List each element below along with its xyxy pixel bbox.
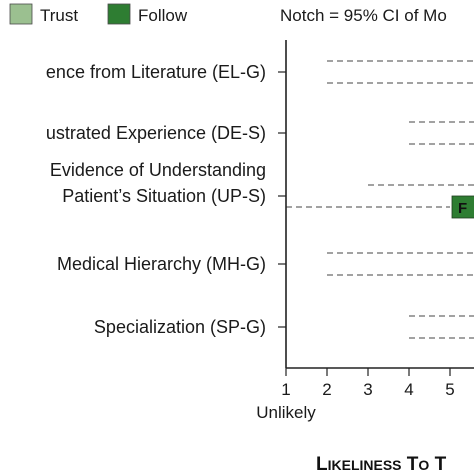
- x-axis-title: LIKELINESS TO T: [316, 454, 447, 474]
- category-label: ence from Literature (EL-G): [46, 62, 266, 82]
- category-labels: ence from Literature (EL-G) ustrated Expe…: [46, 62, 286, 337]
- x-tick-label: 2: [322, 380, 331, 399]
- x-tick-label: 1: [281, 380, 290, 399]
- x-tick-label: 3: [363, 380, 372, 399]
- category-label: Specialization (SP-G): [94, 317, 266, 337]
- ci-note: Notch = 95% CI of Mo: [280, 6, 447, 25]
- box-rect: [451, 195, 474, 219]
- x-scale-label: Unlikely: [256, 403, 316, 422]
- legend-item-trust: Trust: [9, 3, 78, 25]
- x-tick-label: 4: [404, 380, 413, 399]
- legend: Trust Follow: [9, 3, 188, 25]
- box-follow: F: [451, 195, 474, 219]
- legend-swatch: [107, 3, 131, 25]
- x-axis: 1 2 3 4 5: [281, 40, 474, 399]
- legend-swatch: [9, 3, 33, 25]
- legend-label: Follow: [138, 6, 188, 25]
- plot-area: F: [286, 60, 474, 339]
- category-label: ustrated Experience (DE-S): [46, 123, 266, 143]
- x-tick-label: 5: [445, 380, 454, 399]
- legend-label: Trust: [40, 6, 78, 25]
- category-label: Evidence of Understanding: [50, 160, 266, 180]
- category-label: Patient’s Situation (UP-S): [62, 186, 266, 206]
- legend-item-follow: Follow: [107, 3, 188, 25]
- category-label: Medical Hierarchy (MH-G): [57, 254, 266, 274]
- box-label: F: [458, 200, 467, 217]
